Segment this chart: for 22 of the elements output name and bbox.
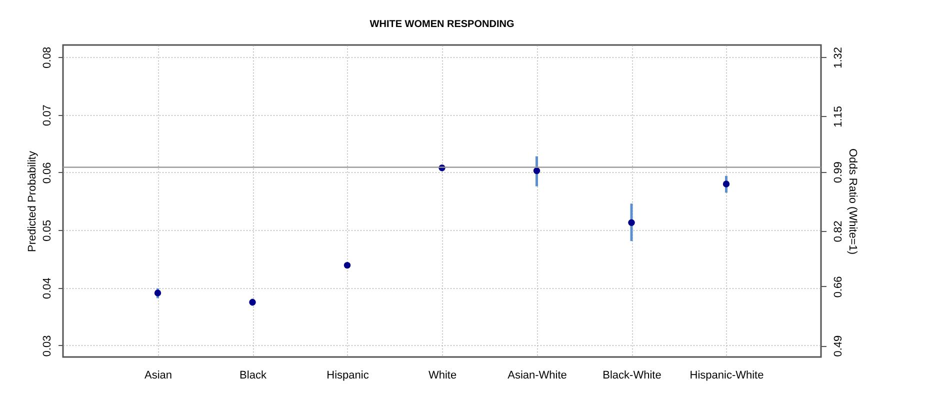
x-tick-label: Asian — [144, 370, 172, 382]
y-tick-label: 0.06 — [42, 162, 54, 184]
y2-tick-label: 1.15 — [832, 106, 844, 128]
y2-axis-title: Odds Ratio (White=1) — [846, 148, 858, 255]
y2-tick-label: 0.99 — [832, 162, 844, 184]
y-tick-label: 0.07 — [42, 104, 54, 126]
x-tick-label: Hispanic — [326, 370, 370, 382]
y-tick-label: 0.08 — [42, 46, 54, 68]
chart-title: WHITE WOMEN RESPONDING — [370, 19, 514, 30]
y2-tick-label: 1.32 — [832, 46, 844, 68]
x-tick-label: Hispanic-White — [690, 370, 764, 382]
y2-tick-label: 0.66 — [832, 276, 844, 298]
y-tick-label: 0.04 — [42, 278, 54, 300]
x-tick-label: Black-White — [602, 370, 662, 382]
x-tick-label: Black — [240, 370, 267, 382]
y-tick-label: 0.03 — [42, 335, 54, 357]
x-tick-label: White — [428, 370, 457, 382]
y2-tick-label: 0.82 — [832, 220, 844, 242]
y2-tick-label: 0.49 — [832, 335, 844, 357]
y-axis-title: Predicted Probability — [26, 150, 38, 252]
y-tick-label: 0.05 — [42, 220, 54, 242]
x-tick-label: Asian-White — [508, 370, 567, 382]
